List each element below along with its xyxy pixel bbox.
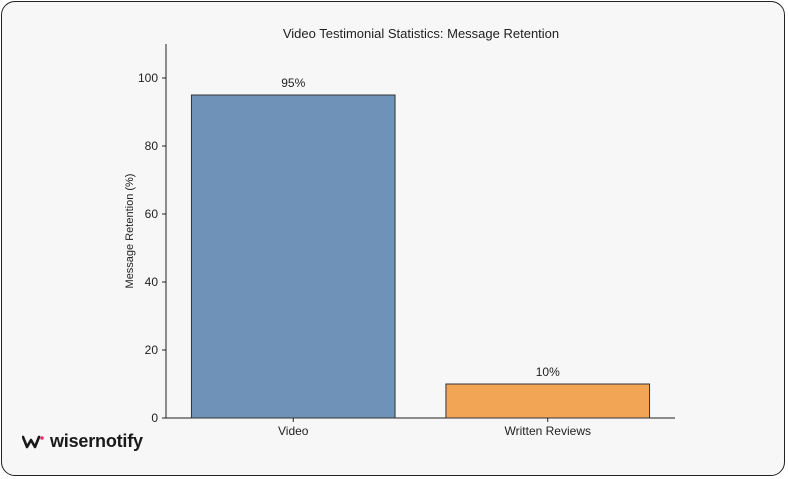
bar xyxy=(445,383,651,419)
data-label: 95% xyxy=(281,76,305,90)
y-tick-label: 80 xyxy=(145,139,159,153)
y-axis-label: Message Retention (%) xyxy=(124,174,136,289)
chart-title: Video Testimonial Statistics: Message Re… xyxy=(283,26,559,41)
x-tick-label: Video xyxy=(278,424,309,438)
data-label: 10% xyxy=(536,365,560,379)
y-tick-label: 20 xyxy=(145,343,159,357)
y-tick-label: 40 xyxy=(145,275,159,289)
bar xyxy=(190,94,396,419)
plot-area: 0 20 40 60 80 100 Video 95% Written Reviews 10% xyxy=(138,44,675,438)
y-tick-label: 100 xyxy=(138,71,158,85)
x-tick-label: Written Reviews xyxy=(505,424,591,438)
wisernotify-logo-icon xyxy=(22,435,44,448)
y-tick-label: 60 xyxy=(145,207,159,221)
y-tick-label: 0 xyxy=(151,411,158,425)
brand-logo: wisernotify xyxy=(22,431,143,452)
brand-name: wisernotify xyxy=(50,431,143,451)
